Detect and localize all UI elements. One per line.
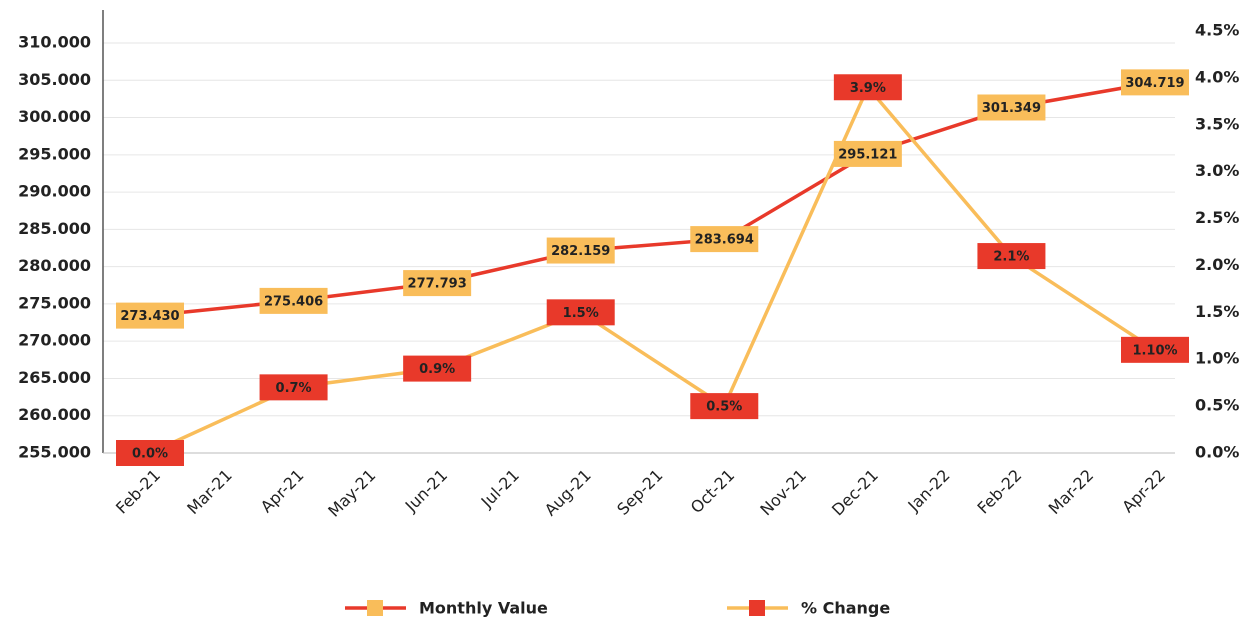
point-marker — [403, 270, 472, 297]
x-tick-label: Dec-21 — [828, 466, 882, 520]
x-tick-label: Apr-21 — [257, 466, 308, 517]
x-tick-label: Oct-21 — [687, 466, 738, 517]
y2-tick-label: 2.0% — [1195, 255, 1239, 274]
point-marker — [116, 302, 184, 329]
point-marker — [546, 299, 615, 326]
y-tick-label: 270.000 — [18, 331, 91, 350]
data-label: 2.1% — [993, 250, 1029, 265]
y-tick-label: 265.000 — [18, 368, 91, 387]
point-marker — [833, 74, 902, 101]
y2-tick-label: 4.5% — [1195, 21, 1239, 40]
data-label: 301.349 — [982, 101, 1041, 116]
data-label: 1.5% — [563, 306, 599, 321]
x-tick-label: Jul-21 — [477, 466, 523, 512]
point-marker — [977, 94, 1046, 121]
y2-tick-label: 1.0% — [1195, 349, 1239, 368]
x-tick-label: Apr-22 — [1118, 466, 1169, 517]
legend-marker — [367, 600, 383, 616]
y-tick-label: 290.000 — [18, 182, 91, 201]
data-label: 282.159 — [551, 244, 610, 259]
data-label: 0.7% — [276, 381, 312, 396]
legend-label: Monthly Value — [419, 599, 548, 618]
x-tick-label: May-21 — [324, 466, 379, 521]
point-marker — [833, 140, 902, 167]
data-label: 273.430 — [120, 309, 179, 324]
data-label: 3.9% — [850, 81, 886, 96]
data-label: 275.406 — [264, 294, 323, 309]
legend-marker — [749, 600, 765, 616]
y-tick-label: 300.000 — [18, 107, 91, 126]
point-marker — [977, 243, 1046, 270]
y-tick-label: 295.000 — [18, 144, 91, 163]
point-marker — [403, 355, 472, 382]
data-label: 0.9% — [419, 362, 455, 377]
data-label: 1.10% — [1132, 343, 1177, 358]
point-marker — [116, 440, 184, 466]
point-marker — [1121, 69, 1189, 96]
y-tick-label: 285.000 — [18, 219, 91, 238]
x-tick-label: Sep-21 — [613, 466, 666, 519]
point-marker — [259, 374, 328, 401]
point-marker — [690, 393, 759, 420]
y2-tick-label: 3.5% — [1195, 114, 1239, 133]
x-tick-label: Mar-22 — [1045, 466, 1098, 519]
y2-tick-label: 1.5% — [1195, 302, 1239, 321]
x-tick-label: Nov-21 — [756, 466, 810, 520]
data-label: 295.121 — [838, 147, 897, 162]
y2-tick-label: 0.0% — [1195, 443, 1239, 462]
y-tick-label: 280.000 — [18, 256, 91, 275]
legend-label: % Change — [801, 599, 890, 618]
point-marker — [690, 226, 759, 253]
y2-tick-label: 3.0% — [1195, 161, 1239, 180]
y2-tick-label: 4.0% — [1195, 67, 1239, 86]
y-tick-label: 305.000 — [18, 70, 91, 89]
data-label: 0.0% — [132, 447, 168, 462]
y-tick-label: 260.000 — [18, 405, 91, 424]
y-tick-label: 275.000 — [18, 293, 91, 312]
x-tick-label: Jun-21 — [401, 466, 451, 516]
point-marker — [546, 237, 615, 264]
point-marker — [259, 287, 328, 314]
x-tick-label: Feb-22 — [973, 466, 1025, 518]
data-label: 283.694 — [695, 233, 754, 248]
point-marker — [1121, 336, 1189, 363]
x-tick-label: Feb-21 — [112, 466, 164, 518]
data-label: 277.793 — [408, 277, 467, 292]
data-label: 0.5% — [706, 400, 742, 415]
y-tick-label: 310.000 — [18, 33, 91, 52]
y2-tick-label: 2.5% — [1195, 208, 1239, 227]
data-label: 304.719 — [1125, 76, 1184, 91]
x-tick-label: Aug-21 — [541, 466, 595, 520]
x-tick-label: Jan-22 — [904, 466, 954, 516]
y-tick-label: 255.000 — [18, 443, 91, 462]
y2-tick-label: 0.5% — [1195, 396, 1239, 415]
x-tick-label: Mar-21 — [183, 466, 236, 519]
